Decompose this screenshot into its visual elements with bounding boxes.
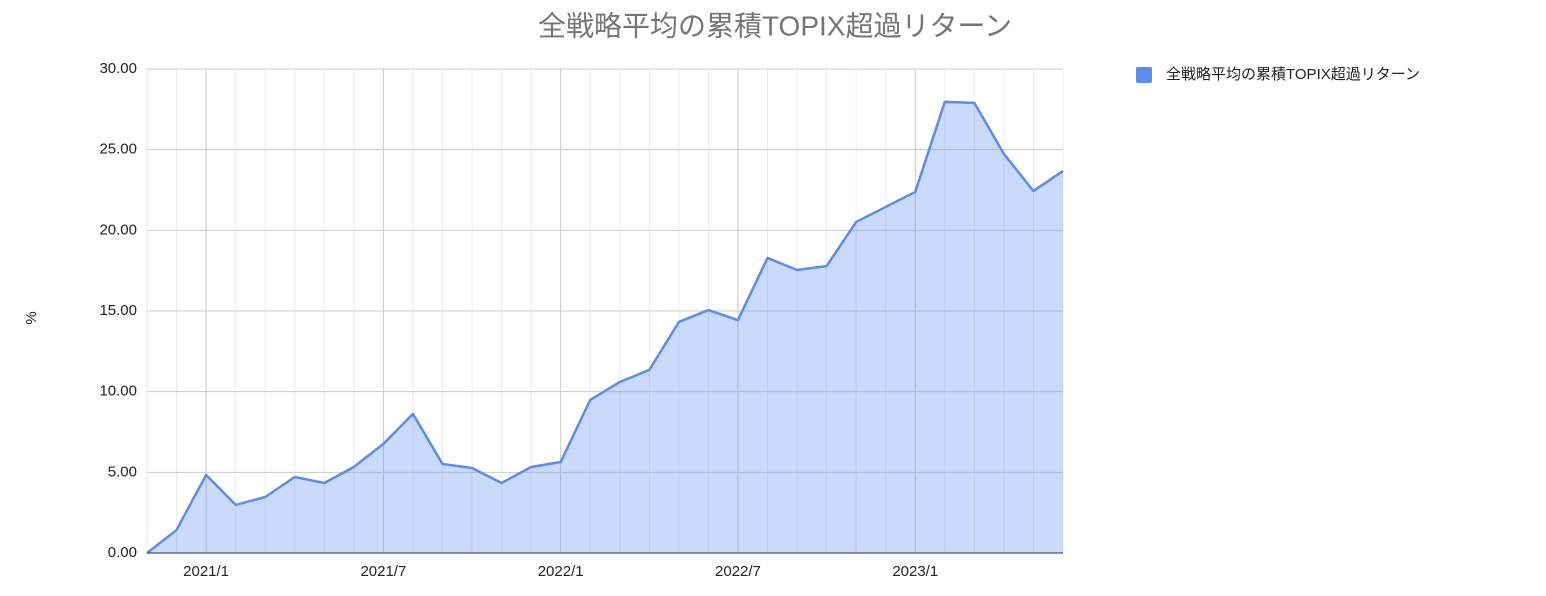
- x-tick-label: 2023/1: [892, 563, 938, 580]
- legend-label: 全戦略平均の累積TOPIX超過リターン: [1166, 65, 1420, 83]
- x-tick-label: 2021/7: [360, 563, 406, 580]
- y-tick-label: 10.00: [99, 383, 137, 400]
- x-tick-label: 2022/7: [715, 563, 761, 580]
- y-tick-label: 5.00: [108, 463, 137, 480]
- y-tick-label: 30.00: [99, 60, 137, 77]
- y-tick-label: 0.00: [108, 544, 137, 561]
- y-tick-label: 25.00: [99, 141, 137, 158]
- x-tick-label: 2021/1: [183, 563, 229, 580]
- x-tick-label: 2022/1: [538, 563, 584, 580]
- y-tick-label: 15.00: [99, 302, 137, 319]
- chart-title: 全戦略平均の累積TOPIX超過リターン: [538, 10, 1012, 41]
- y-axis-label: %: [23, 311, 40, 324]
- legend-swatch: [1136, 67, 1152, 83]
- area-fill: [147, 101, 1063, 554]
- y-tick-label: 20.00: [99, 221, 137, 238]
- area-line: [146, 100, 1064, 554]
